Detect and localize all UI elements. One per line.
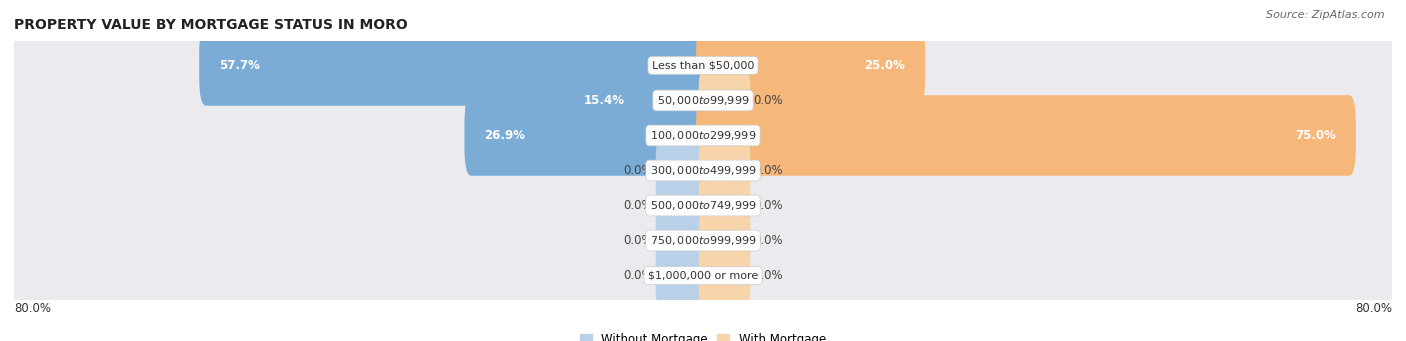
FancyBboxPatch shape bbox=[699, 211, 751, 270]
Text: 0.0%: 0.0% bbox=[754, 234, 783, 247]
Text: 0.0%: 0.0% bbox=[754, 199, 783, 212]
Text: 75.0%: 75.0% bbox=[1295, 129, 1336, 142]
FancyBboxPatch shape bbox=[7, 178, 1399, 233]
FancyBboxPatch shape bbox=[696, 25, 925, 106]
FancyBboxPatch shape bbox=[696, 95, 1355, 176]
FancyBboxPatch shape bbox=[655, 246, 707, 305]
FancyBboxPatch shape bbox=[655, 211, 707, 270]
Text: 0.0%: 0.0% bbox=[623, 164, 652, 177]
FancyBboxPatch shape bbox=[464, 95, 710, 176]
FancyBboxPatch shape bbox=[699, 176, 751, 235]
Text: 0.0%: 0.0% bbox=[754, 269, 783, 282]
Text: 80.0%: 80.0% bbox=[14, 302, 51, 315]
Text: 0.0%: 0.0% bbox=[623, 199, 652, 212]
Text: 26.9%: 26.9% bbox=[484, 129, 526, 142]
FancyBboxPatch shape bbox=[699, 246, 751, 305]
FancyBboxPatch shape bbox=[200, 25, 710, 106]
Text: 0.0%: 0.0% bbox=[623, 234, 652, 247]
Text: Source: ZipAtlas.com: Source: ZipAtlas.com bbox=[1267, 10, 1385, 20]
FancyBboxPatch shape bbox=[699, 141, 751, 200]
Text: 57.7%: 57.7% bbox=[219, 59, 260, 72]
FancyBboxPatch shape bbox=[7, 143, 1399, 198]
Text: 0.0%: 0.0% bbox=[754, 164, 783, 177]
FancyBboxPatch shape bbox=[699, 71, 751, 130]
Text: $750,000 to $999,999: $750,000 to $999,999 bbox=[650, 234, 756, 247]
Text: $500,000 to $749,999: $500,000 to $749,999 bbox=[650, 199, 756, 212]
Text: Less than $50,000: Less than $50,000 bbox=[652, 60, 754, 71]
FancyBboxPatch shape bbox=[7, 213, 1399, 268]
Text: PROPERTY VALUE BY MORTGAGE STATUS IN MORO: PROPERTY VALUE BY MORTGAGE STATUS IN MOR… bbox=[14, 18, 408, 32]
Text: 15.4%: 15.4% bbox=[583, 94, 624, 107]
FancyBboxPatch shape bbox=[7, 248, 1399, 303]
Text: $100,000 to $299,999: $100,000 to $299,999 bbox=[650, 129, 756, 142]
FancyBboxPatch shape bbox=[7, 38, 1399, 93]
Legend: Without Mortgage, With Mortgage: Without Mortgage, With Mortgage bbox=[575, 329, 831, 341]
Text: 0.0%: 0.0% bbox=[754, 94, 783, 107]
FancyBboxPatch shape bbox=[564, 60, 710, 141]
Text: 25.0%: 25.0% bbox=[865, 59, 905, 72]
Text: 0.0%: 0.0% bbox=[623, 269, 652, 282]
FancyBboxPatch shape bbox=[655, 176, 707, 235]
Text: $50,000 to $99,999: $50,000 to $99,999 bbox=[657, 94, 749, 107]
Text: $300,000 to $499,999: $300,000 to $499,999 bbox=[650, 164, 756, 177]
FancyBboxPatch shape bbox=[7, 108, 1399, 163]
Text: 80.0%: 80.0% bbox=[1355, 302, 1392, 315]
FancyBboxPatch shape bbox=[655, 141, 707, 200]
Text: $1,000,000 or more: $1,000,000 or more bbox=[648, 270, 758, 281]
FancyBboxPatch shape bbox=[7, 73, 1399, 128]
